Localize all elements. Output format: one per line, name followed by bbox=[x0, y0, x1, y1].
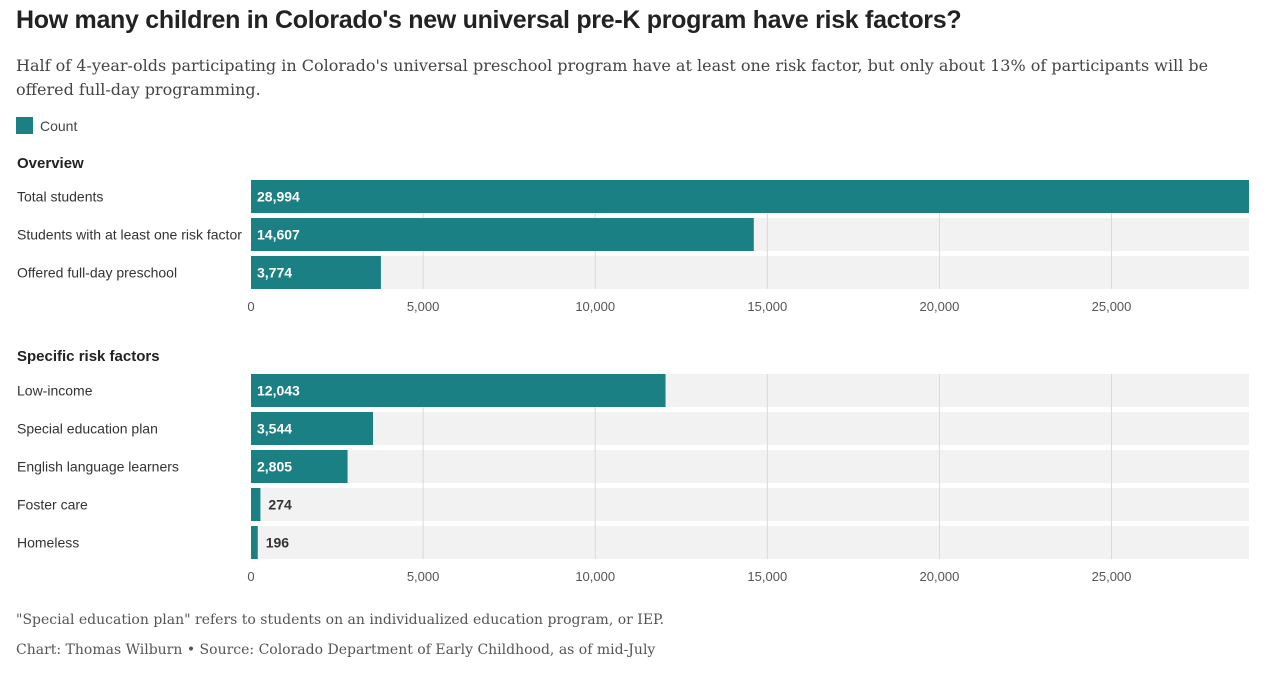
data-label: 3,774 bbox=[257, 265, 292, 281]
data-label: 28,994 bbox=[257, 189, 300, 205]
bar bbox=[251, 526, 258, 559]
category-label: Special education plan bbox=[17, 421, 158, 437]
legend: Count bbox=[16, 117, 77, 134]
category-label: Low-income bbox=[17, 383, 93, 399]
category-label: Students with at least one risk factor bbox=[17, 227, 242, 243]
data-label: 14,607 bbox=[257, 227, 300, 243]
category-label: Foster care bbox=[17, 497, 88, 513]
bar bbox=[251, 412, 373, 445]
bar-track bbox=[251, 488, 1249, 521]
x-tick-label: 15,000 bbox=[747, 569, 787, 584]
chart-subtitle: Half of 4-year-olds participating in Col… bbox=[16, 56, 1209, 99]
bar bbox=[251, 450, 348, 483]
data-label: 2,805 bbox=[257, 459, 292, 475]
bar bbox=[251, 218, 754, 251]
category-label: Homeless bbox=[17, 535, 79, 551]
bar-track bbox=[251, 256, 1249, 289]
x-tick-label: 25,000 bbox=[1092, 299, 1132, 314]
bar-track bbox=[251, 412, 1249, 445]
data-label: 196 bbox=[266, 535, 290, 551]
x-tick-label: 0 bbox=[247, 569, 254, 584]
x-tick-label: 5,000 bbox=[407, 299, 440, 314]
bar-track bbox=[251, 526, 1249, 559]
x-tick-label: 10,000 bbox=[575, 569, 615, 584]
bar bbox=[251, 256, 381, 289]
x-tick-label: 0 bbox=[247, 299, 254, 314]
bar bbox=[251, 488, 261, 521]
category-label: Offered full-day preschool bbox=[17, 265, 177, 281]
bar-track bbox=[251, 450, 1249, 483]
risk-factors-section-title: Specific risk factors bbox=[17, 348, 160, 365]
overview-chart: Total students 28,994 Students with at lea… bbox=[17, 180, 1249, 314]
footnote: "Special education plan" refers to stude… bbox=[16, 612, 665, 628]
category-label: Total students bbox=[17, 189, 103, 205]
bar bbox=[251, 180, 1249, 213]
data-label: 12,043 bbox=[257, 383, 300, 399]
x-tick-label: 5,000 bbox=[407, 569, 440, 584]
x-tick-label: 25,000 bbox=[1092, 569, 1132, 584]
x-tick-label: 10,000 bbox=[575, 299, 615, 314]
bar bbox=[251, 374, 666, 407]
risk-factors-chart: Low-income 12,043 Special education plan 3,… bbox=[17, 374, 1249, 584]
x-tick-label: 20,000 bbox=[920, 569, 960, 584]
category-label: English language learners bbox=[17, 459, 179, 475]
data-label: 274 bbox=[268, 497, 292, 513]
overview-section-title: Overview bbox=[17, 155, 84, 172]
chart-title: How many children in Colorado's new univ… bbox=[16, 6, 962, 34]
source-credit: Chart: Thomas Wilburn • Source: Colorado… bbox=[16, 642, 656, 658]
x-tick-label: 20,000 bbox=[920, 299, 960, 314]
legend-swatch bbox=[16, 117, 33, 134]
data-label: 3,544 bbox=[257, 421, 292, 437]
legend-label: Count bbox=[40, 117, 78, 134]
x-tick-label: 15,000 bbox=[747, 299, 787, 314]
